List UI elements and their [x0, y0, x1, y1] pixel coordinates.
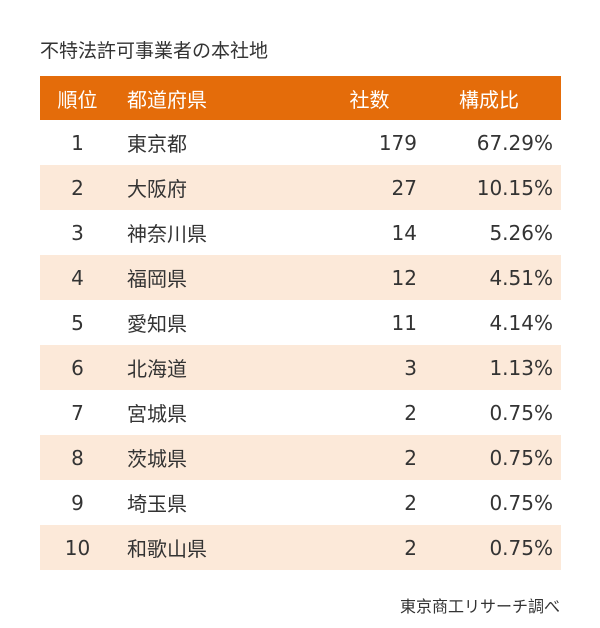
count-cell: 14 — [292, 210, 417, 255]
count-cell: 2 — [292, 390, 417, 435]
prefecture-cell: 福岡県 — [115, 255, 292, 300]
prefecture-cell: 大阪府 — [115, 165, 292, 210]
table-row: 2 大阪府 27 10.15% — [40, 165, 561, 210]
prefecture-ranking-table: 順位 都道府県 社数 構成比 1 東京都 179 67.29% 2 大阪府 27 10.15%… — [40, 76, 561, 570]
ratio-cell: 4.14% — [417, 300, 561, 345]
table-row: 5 愛知県 11 4.14% — [40, 300, 561, 345]
table-title: 不特法許可事業者の本社地 — [40, 40, 269, 62]
table-row: 7 宮城県 2 0.75% — [40, 390, 561, 435]
count-cell: 179 — [292, 120, 417, 165]
count-cell: 27 — [292, 165, 417, 210]
table-row: 1 東京都 179 67.29% — [40, 120, 561, 165]
header-prefecture: 都道府県 — [115, 76, 292, 120]
ratio-cell: 5.26% — [417, 210, 561, 255]
source-note: 東京商工リサーチ調べ — [399, 597, 560, 616]
ratio-cell: 0.75% — [417, 390, 561, 435]
count-cell: 2 — [292, 480, 417, 525]
prefecture-cell: 埼玉県 — [115, 480, 292, 525]
ratio-cell: 10.15% — [417, 165, 561, 210]
ratio-cell: 67.29% — [417, 120, 561, 165]
rank-cell: 9 — [40, 480, 115, 525]
table-row: 4 福岡県 12 4.51% — [40, 255, 561, 300]
prefecture-cell: 愛知県 — [115, 300, 292, 345]
count-cell: 2 — [292, 525, 417, 570]
table-row: 10 和歌山県 2 0.75% — [40, 525, 561, 570]
rank-cell: 3 — [40, 210, 115, 255]
count-cell: 11 — [292, 300, 417, 345]
header-count: 社数 — [292, 76, 417, 120]
ratio-cell: 0.75% — [417, 435, 561, 480]
table-row: 8 茨城県 2 0.75% — [40, 435, 561, 480]
rank-cell: 2 — [40, 165, 115, 210]
table-row: 6 北海道 3 1.13% — [40, 345, 561, 390]
prefecture-cell: 茨城県 — [115, 435, 292, 480]
rank-cell: 4 — [40, 255, 115, 300]
header-rank: 順位 — [40, 76, 115, 120]
ratio-cell: 0.75% — [417, 480, 561, 525]
ratio-cell: 0.75% — [417, 525, 561, 570]
rank-cell: 1 — [40, 120, 115, 165]
ratio-cell: 4.51% — [417, 255, 561, 300]
ratio-cell: 1.13% — [417, 345, 561, 390]
rank-cell: 8 — [40, 435, 115, 480]
prefecture-cell: 北海道 — [115, 345, 292, 390]
table-row: 9 埼玉県 2 0.75% — [40, 480, 561, 525]
rank-cell: 10 — [40, 525, 115, 570]
prefecture-cell: 宮城県 — [115, 390, 292, 435]
prefecture-cell: 和歌山県 — [115, 525, 292, 570]
count-cell: 3 — [292, 345, 417, 390]
count-cell: 2 — [292, 435, 417, 480]
rank-cell: 7 — [40, 390, 115, 435]
prefecture-cell: 東京都 — [115, 120, 292, 165]
table-row: 3 神奈川県 14 5.26% — [40, 210, 561, 255]
rank-cell: 6 — [40, 345, 115, 390]
rank-cell: 5 — [40, 300, 115, 345]
table-header-row: 順位 都道府県 社数 構成比 — [40, 76, 561, 120]
count-cell: 12 — [292, 255, 417, 300]
header-ratio: 構成比 — [417, 76, 561, 120]
prefecture-cell: 神奈川県 — [115, 210, 292, 255]
